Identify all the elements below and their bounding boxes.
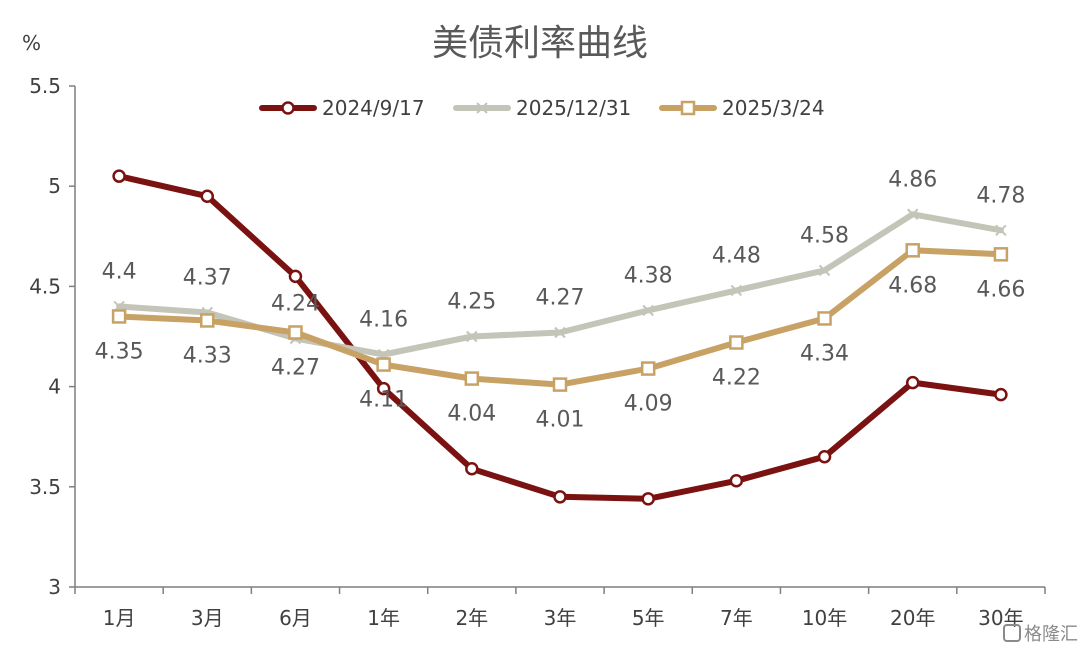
data-label: 4.66 (976, 277, 1025, 302)
data-point (817, 311, 832, 326)
data-point (554, 326, 566, 339)
chart-title: 美债利率曲线 (432, 23, 648, 64)
x-tick-label: 1月 (103, 606, 136, 630)
data-point (641, 492, 655, 506)
data-point (993, 247, 1009, 262)
x-tick-label: 7年 (720, 606, 753, 630)
data-label: 4.37 (183, 265, 232, 290)
y-tick-label: 4.5 (29, 274, 61, 298)
data-label: 4.09 (624, 392, 673, 417)
data-label: 4.22 (712, 366, 761, 391)
x-tick-label: 30年 (978, 606, 1023, 630)
watermark-logo-icon (1003, 624, 1021, 642)
data-point (376, 381, 391, 396)
y-tick-label: 3.5 (29, 475, 61, 499)
data-point (200, 189, 215, 203)
data-point (288, 269, 303, 284)
y-tick-label: 4 (48, 375, 61, 399)
x-tick-label: 3年 (544, 606, 577, 630)
data-point (464, 371, 480, 386)
data-point (288, 325, 303, 340)
data-labels: 4.4 4.37 4.24 4.16 4.25 4.27 4.38 4.48 4.58 4.86 4… (95, 167, 1026, 432)
legend-label: 2025/3/24 (722, 96, 825, 120)
x-tick-label: 2年 (455, 606, 488, 630)
x-tick-label: 6月 (279, 606, 312, 630)
data-point (376, 357, 391, 372)
legend-label: 2025/12/31 (516, 96, 631, 120)
data-label: 4.68 (888, 273, 937, 298)
data-point (730, 284, 743, 297)
x-tick-label: 10年 (802, 606, 847, 630)
legend: 2024/9/17 2025/12/31 2025/3/24 (259, 96, 825, 120)
series-line (116, 247, 1004, 388)
data-point (553, 490, 567, 504)
x-tick-label: 3月 (191, 606, 224, 630)
y-tick-label: 5 (48, 174, 61, 198)
data-label: 4.11 (359, 388, 408, 413)
series-2025/3/24 (111, 243, 1009, 392)
watermark-text: 格隆汇 (1024, 624, 1078, 645)
data-label: 4.01 (536, 408, 585, 433)
series-line (116, 173, 1004, 502)
data-label: 4.48 (712, 243, 761, 268)
data-label: 4.35 (95, 339, 144, 364)
data-label: 4.34 (800, 341, 849, 366)
data-label: 4.25 (447, 290, 496, 315)
data-label: 4.24 (271, 292, 320, 317)
data-point (111, 309, 127, 324)
legend-marker (281, 101, 295, 115)
data-point (112, 169, 126, 183)
data-point (907, 208, 919, 220)
y-unit-label: % (22, 31, 41, 55)
data-label: 4.27 (271, 355, 320, 380)
legend-item: 2025/3/24 (659, 96, 825, 120)
legend-item: 2024/9/17 (259, 96, 425, 120)
axes: 3 3.5 4 4.5 5 5.5 1月 3月 6月 1年 2年 3年 5年 7年 10年 20年 30年 (29, 74, 1046, 630)
legend-marker (476, 102, 488, 114)
legend-item: 2025/12/31 (453, 96, 631, 120)
series-lines (111, 169, 1009, 506)
legend-label: 2024/9/17 (322, 96, 425, 120)
data-point (642, 304, 654, 317)
data-label: 4.86 (888, 167, 937, 192)
legend-marker (680, 100, 696, 116)
data-label: 4.38 (624, 263, 673, 288)
data-point (818, 264, 831, 277)
data-point (905, 243, 920, 258)
watermark: 格隆汇 (1003, 624, 1078, 645)
data-point (200, 313, 215, 328)
x-tick-label: 1年 (367, 606, 400, 630)
data-label: 4.16 (359, 308, 408, 333)
data-point (905, 375, 920, 390)
data-point (466, 330, 478, 343)
x-tick-label: 5年 (632, 606, 665, 630)
data-point (640, 361, 656, 376)
y-tick-label: 5.5 (29, 74, 61, 98)
data-label: 4.78 (976, 183, 1025, 208)
data-point (552, 377, 568, 392)
y-tick-label: 3 (48, 575, 61, 599)
data-point (994, 387, 1008, 402)
data-point (465, 462, 479, 476)
data-point (817, 449, 832, 464)
data-label: 4.27 (536, 285, 585, 310)
data-point (995, 224, 1007, 236)
x-tick-label: 20年 (890, 606, 935, 630)
series-2024/9/17 (112, 169, 1008, 506)
data-label: 4.33 (183, 343, 232, 368)
data-label: 4.58 (800, 223, 849, 248)
data-label: 4.4 (102, 259, 137, 284)
data-label: 4.04 (447, 402, 496, 427)
data-point (729, 474, 744, 488)
data-point (729, 335, 744, 350)
